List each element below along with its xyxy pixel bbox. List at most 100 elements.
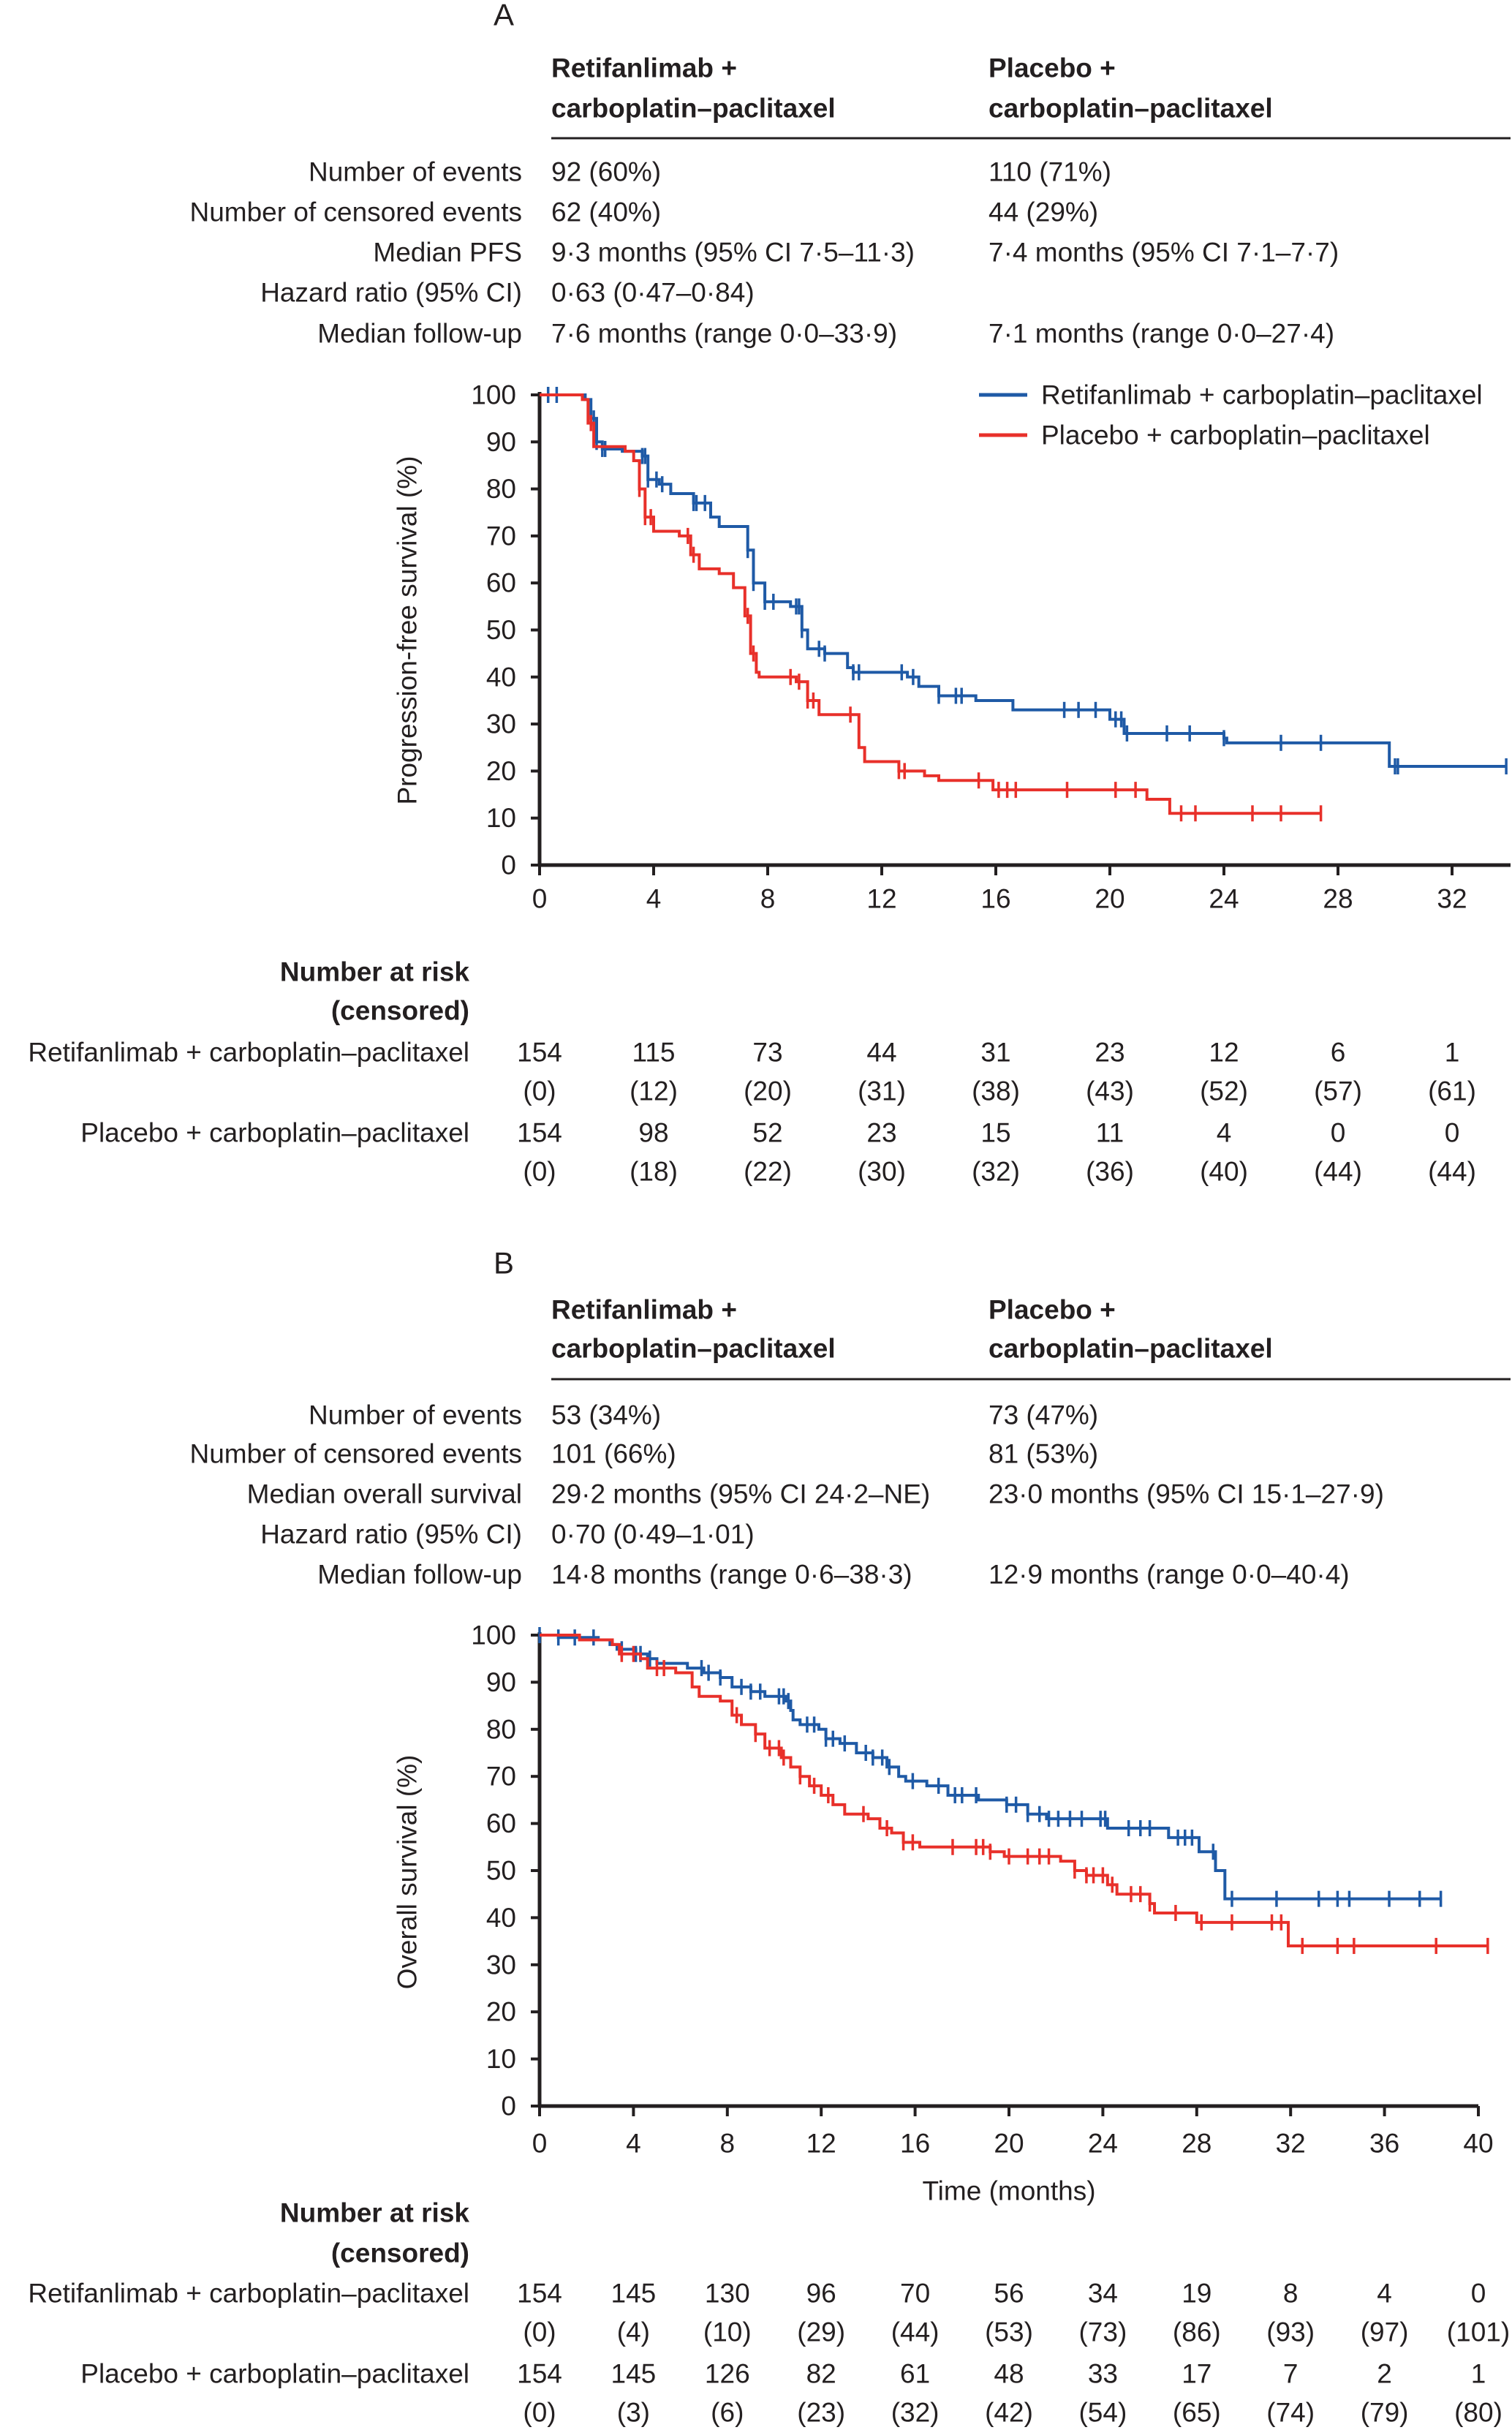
risk-table-subtitle: (censored) — [331, 2238, 469, 2268]
at-risk-count: 19 — [1182, 2279, 1212, 2309]
censored-count: (12) — [630, 1076, 678, 1106]
censored-count: (22) — [744, 1157, 792, 1187]
censored-count: (32) — [972, 1157, 1020, 1187]
at-risk-count: 4 — [1217, 1118, 1232, 1148]
number-at-risk-table: Number at risk (censored) Retifanlimab + c… — [28, 957, 1476, 1187]
stats-value-arm1: 29·2 months (95% CI 24·2–NE) — [551, 1479, 930, 1509]
stats-value-arm1: 14·8 months (range 0·6–38·3) — [551, 1560, 912, 1590]
stats-row: Median overall survival 29·2 months (95% … — [247, 1479, 1384, 1509]
risk-row: Retifanlimab + carboplatin–paclitaxel 154… — [28, 2279, 1510, 2347]
y-tick-label: 90 — [486, 1667, 516, 1697]
censored-count: (80) — [1454, 2398, 1502, 2428]
stats-label: Median PFS — [373, 238, 522, 268]
at-risk-count: 4 — [1377, 2279, 1392, 2309]
x-tick-label: 0 — [532, 2129, 548, 2159]
at-risk-count: 96 — [806, 2279, 836, 2309]
panel-letter: B — [494, 1246, 514, 1280]
censored-count: (36) — [1086, 1157, 1134, 1187]
y-tick-label: 0 — [501, 2091, 516, 2121]
x-tick-label: 20 — [1095, 884, 1124, 914]
at-risk-count: 31 — [980, 1038, 1010, 1068]
censored-count: (20) — [744, 1076, 792, 1106]
censored-count: (3) — [617, 2398, 650, 2428]
censored-count: (73) — [1078, 2317, 1127, 2347]
at-risk-count: 0 — [1471, 2279, 1486, 2309]
censored-count: (44) — [1314, 1157, 1362, 1187]
stats-value-arm1: 92 (60%) — [551, 157, 661, 187]
y-axis-label: Overall survival (%) — [393, 1755, 423, 1990]
stats-value-arm2: 12·9 months (range 0·0–40·4) — [989, 1560, 1350, 1590]
y-tick-label: 40 — [486, 1903, 516, 1933]
y-tick-label: 70 — [486, 521, 516, 551]
y-tick-label: 20 — [486, 1997, 516, 2027]
at-risk-count: 34 — [1088, 2279, 1118, 2309]
risk-row-label: Placebo + carboplatin–paclitaxel — [80, 1118, 469, 1148]
arm-header-line1: Placebo + — [989, 53, 1116, 83]
at-risk-count: 70 — [900, 2279, 930, 2309]
x-tick-label: 8 — [720, 2129, 736, 2159]
stats-value-arm2: 7·1 months (range 0·0–27·4) — [989, 319, 1334, 349]
stats-row: Median follow-up 7·6 months (range 0·0–33… — [317, 319, 1334, 349]
y-tick-label: 30 — [486, 1950, 516, 1980]
x-tick-label: 28 — [1182, 2129, 1212, 2159]
censored-count: (79) — [1361, 2398, 1409, 2428]
risk-row: Placebo + carboplatin–paclitaxel 154(0)98… — [80, 1118, 1476, 1187]
at-risk-count: 44 — [866, 1038, 896, 1068]
stats-value-arm1: 53 (34%) — [551, 1400, 661, 1430]
censored-count: (42) — [985, 2398, 1033, 2428]
x-tick-label: 4 — [646, 884, 662, 914]
y-tick-label: 50 — [486, 615, 516, 645]
y-tick-label: 50 — [486, 1856, 516, 1886]
censored-count: (44) — [1428, 1157, 1476, 1187]
stats-value-arm2: 7·4 months (95% CI 7·1–7·7) — [989, 238, 1339, 268]
panel-b: B Retifanlimab + carboplatin–paclitaxel Pla… — [28, 1246, 1511, 2428]
at-risk-count: 2 — [1377, 2359, 1392, 2389]
arm-header-line1: Retifanlimab + — [551, 53, 737, 83]
at-risk-count: 98 — [638, 1118, 668, 1148]
risk-row-label: Retifanlimab + carboplatin–paclitaxel — [28, 1038, 469, 1068]
x-tick-label: 12 — [806, 2129, 836, 2159]
arm-header-line1: Retifanlimab + — [551, 1295, 737, 1325]
censored-count: (4) — [617, 2317, 650, 2347]
at-risk-count: 8 — [1283, 2279, 1299, 2309]
stats-label: Number of events — [309, 157, 522, 187]
x-tick-label: 36 — [1369, 2129, 1399, 2159]
censored-count: (18) — [630, 1157, 678, 1187]
censored-count: (44) — [891, 2317, 940, 2347]
stats-label: Median follow-up — [317, 1560, 522, 1590]
stats-row: Number of events 53 (34%) 73 (47%) — [309, 1400, 1098, 1430]
survival-curve-retifanlimab — [540, 393, 1507, 768]
at-risk-count: 15 — [980, 1118, 1010, 1148]
at-risk-count: 23 — [866, 1118, 896, 1148]
y-tick-label: 10 — [486, 2044, 516, 2074]
y-tick-label: 90 — [486, 427, 516, 457]
x-tick-label: 24 — [1209, 884, 1239, 914]
censored-count: (86) — [1173, 2317, 1221, 2347]
at-risk-count: 154 — [517, 1038, 562, 1068]
censored-count: (40) — [1200, 1157, 1248, 1187]
at-risk-count: 11 — [1096, 1118, 1124, 1148]
at-risk-count: 0 — [1331, 1118, 1346, 1148]
at-risk-count: 154 — [517, 2279, 562, 2309]
stats-value-arm2: 44 (29%) — [989, 197, 1098, 227]
x-tick-label: 28 — [1323, 884, 1353, 914]
arm-header-line1: Placebo + — [989, 1295, 1116, 1325]
y-tick-label: 10 — [486, 803, 516, 833]
km-plot: 0 10 20 30 40 50 60 70 80 90 100 0 4 8 12 16 20 24 28 32 36 4… — [393, 1620, 1494, 2206]
legend-label: Retifanlimab + carboplatin–paclitaxel — [1041, 380, 1483, 410]
at-risk-count: 33 — [1088, 2359, 1118, 2389]
x-tick-label: 32 — [1437, 884, 1467, 914]
censored-count: (65) — [1173, 2398, 1221, 2428]
censored-count: (53) — [985, 2317, 1033, 2347]
at-risk-count: 130 — [705, 2279, 750, 2309]
survival-curve-placebo — [540, 1634, 1488, 1948]
censored-count: (32) — [891, 2398, 940, 2428]
censored-count: (29) — [797, 2317, 845, 2347]
censored-count: (74) — [1266, 2398, 1315, 2428]
stats-label: Hazard ratio (95% CI) — [260, 1520, 522, 1550]
risk-row: Retifanlimab + carboplatin–paclitaxel 154… — [28, 1038, 1476, 1106]
at-risk-count: 73 — [752, 1038, 782, 1068]
stats-label: Number of events — [309, 1400, 522, 1430]
number-at-risk-table: Number at risk (censored) Retifanlimab + c… — [28, 2198, 1510, 2428]
